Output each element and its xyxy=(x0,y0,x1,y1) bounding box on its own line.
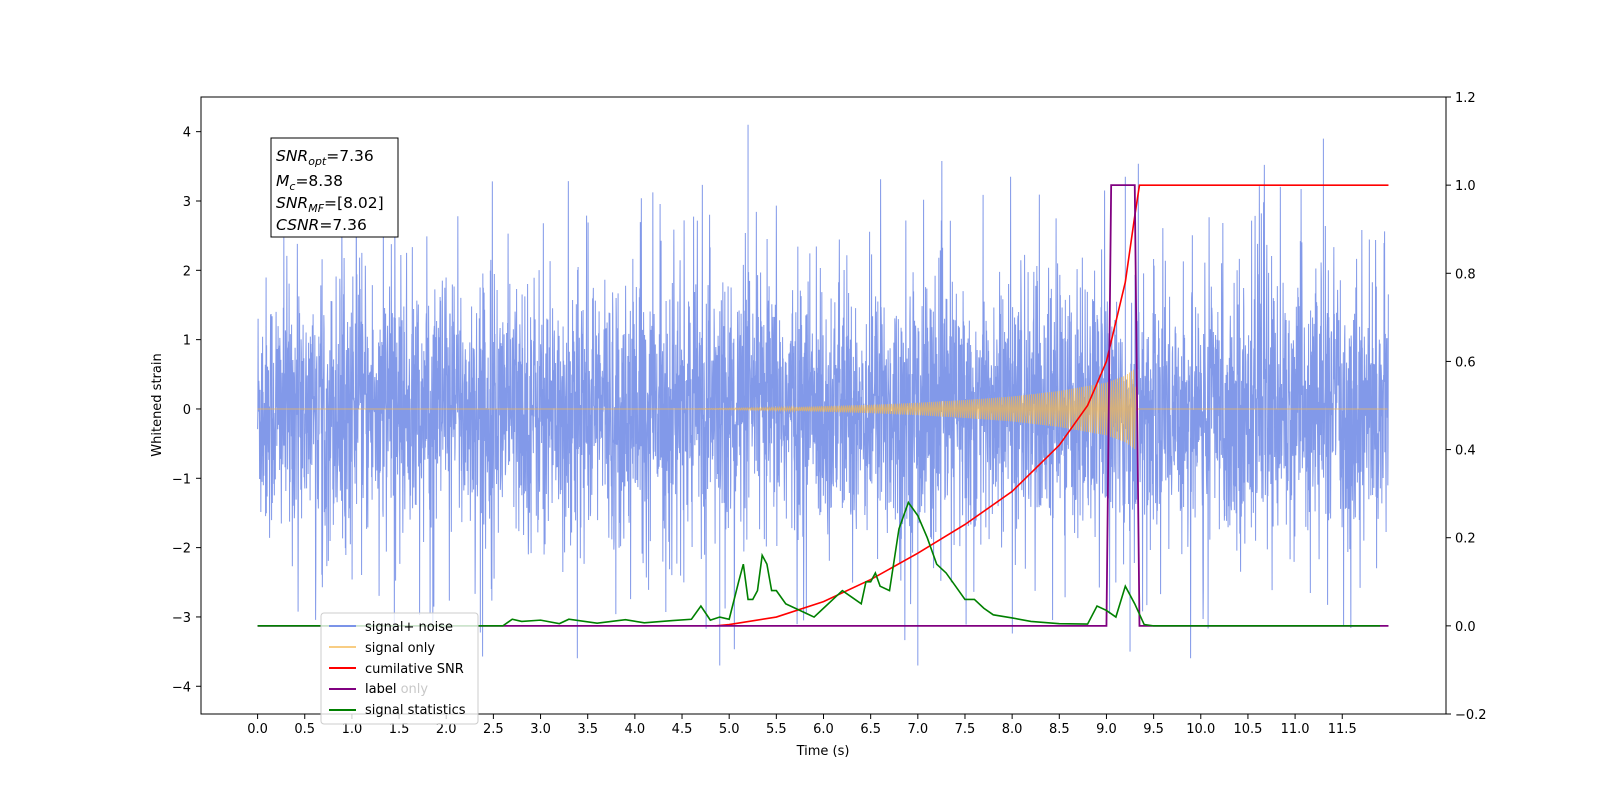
x-tick-label: 8.0 xyxy=(1002,722,1023,737)
x-tick-label: 6.5 xyxy=(860,722,881,737)
y-axis-left: 4 3 2 1 0 −1 −2 −3 −4 xyxy=(172,126,201,695)
y-left-tick-label: −2 xyxy=(172,542,191,557)
x-tick-label: 7.0 xyxy=(907,722,928,737)
x-tick-label: 11.5 xyxy=(1328,722,1357,737)
y-left-tick-label: 2 xyxy=(183,264,191,279)
x-tick-label: 4.5 xyxy=(672,722,693,737)
x-tick-label: 3.0 xyxy=(530,722,551,737)
annotation-box: SNRopt=7.36 Mc=8.38 SNRMF=[8.02] CSNR=7.… xyxy=(270,137,399,238)
y-left-tick-label: 4 xyxy=(183,126,191,141)
y-left-tick-label: −4 xyxy=(172,680,191,695)
y-right-tick-label: 1.0 xyxy=(1455,179,1476,194)
legend-label-signal-statistics: signal statistics xyxy=(365,703,466,718)
x-tick-label: 10.5 xyxy=(1233,722,1262,737)
y-right-tick-label: −0.2 xyxy=(1455,708,1487,723)
x-tick-label: 0.0 xyxy=(247,722,268,737)
y-left-tick-label: 3 xyxy=(183,195,191,210)
x-tick-label: 1.0 xyxy=(342,722,363,737)
legend-label-label-only-hidden: label only xyxy=(365,682,428,697)
annotation-csnr: CSNR=7.36 xyxy=(276,216,367,234)
legend-label-signal-only: signal only xyxy=(365,641,435,656)
x-tick-label: 9.0 xyxy=(1096,722,1117,737)
annotation-mc: Mc=8.38 xyxy=(276,172,343,193)
series-layer xyxy=(257,124,1389,666)
x-tick-label: 9.5 xyxy=(1143,722,1164,737)
x-tick-label: 11.0 xyxy=(1281,722,1310,737)
y-right-tick-label: 0.2 xyxy=(1455,532,1476,547)
legend-label-label: label xyxy=(365,682,396,697)
signal-statistics-series xyxy=(257,500,1380,627)
y-right-tick-label: 0.4 xyxy=(1455,444,1476,459)
x-tick-label: 7.5 xyxy=(955,722,976,737)
signal-noise-series xyxy=(257,124,1389,666)
x-tick-label: 2.0 xyxy=(436,722,457,737)
annotation-snr-opt: SNRopt=7.36 xyxy=(276,147,374,168)
y-right-tick-label: 0.8 xyxy=(1455,267,1476,282)
y-right-tick-label: 0.6 xyxy=(1455,355,1476,370)
y-left-tick-label: 1 xyxy=(183,334,191,349)
legend-label-signal-noise: signal+ noise xyxy=(365,620,453,635)
x-tick-label: 2.5 xyxy=(483,722,504,737)
x-tick-label: 1.5 xyxy=(389,722,410,737)
y-left-tick-label: −3 xyxy=(172,611,191,626)
x-tick-label: 6.0 xyxy=(813,722,834,737)
x-axis-label: Time (s) xyxy=(796,744,850,759)
legend-box xyxy=(320,612,479,725)
y-right-tick-label: 1.2 xyxy=(1455,91,1476,106)
x-tick-label: 5.0 xyxy=(719,722,740,737)
y-axis-label: Whitened strain xyxy=(150,353,165,456)
x-tick-label: 0.5 xyxy=(294,722,315,737)
y-left-tick-label: −1 xyxy=(172,472,191,487)
annotation-snr-mf: SNRMF=[8.02] xyxy=(276,194,384,215)
x-tick-label: 5.5 xyxy=(766,722,787,737)
x-tick-label: 10.0 xyxy=(1186,722,1215,737)
cumulative-snr-series xyxy=(714,184,1389,627)
y-right-tick-label: 0.0 xyxy=(1455,620,1476,635)
y-left-tick-label: 0 xyxy=(183,403,191,418)
signal-only-series xyxy=(257,369,1388,450)
x-tick-label: 3.5 xyxy=(577,722,598,737)
x-tick-label: 4.0 xyxy=(625,722,646,737)
x-axis: 0.0 0.5 1.0 1.5 2.0 2.5 3.0 3.5 4.0 4.5 5.0 5.5 6.0 6… xyxy=(247,714,1357,737)
y-axis-right: 1.2 1.0 0.8 0.6 0.4 0.2 0.0 −0.2 xyxy=(1446,91,1487,723)
legend: signal+ noise signal only cumilative SNR… xyxy=(320,612,479,725)
legend-label-cum-snr: cumilative SNR xyxy=(365,662,464,677)
x-tick-label: 8.5 xyxy=(1049,722,1070,737)
